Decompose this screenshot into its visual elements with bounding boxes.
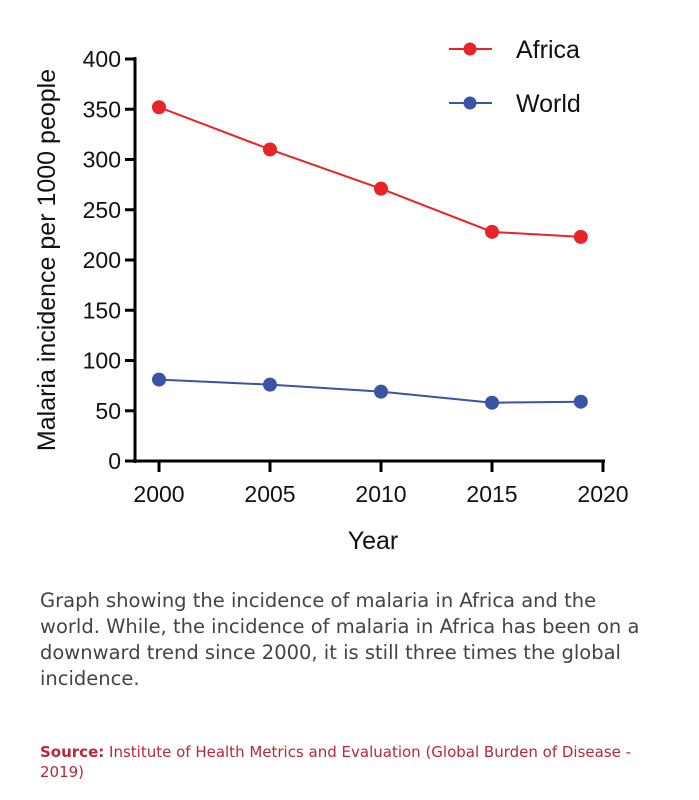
y-tick-label: 200 — [83, 247, 121, 273]
world-point — [573, 394, 588, 409]
source-note: Source: Institute of Health Metrics and … — [40, 742, 660, 782]
x-tick-label: 2015 — [466, 481, 517, 507]
world-legend-label: World — [516, 90, 581, 118]
africa-point — [485, 224, 499, 239]
y-tick-label: 400 — [83, 46, 121, 72]
x-tick-label: 2010 — [355, 481, 406, 507]
y-tick-label: 50 — [95, 398, 121, 424]
y-tick-label: 0 — [108, 448, 121, 474]
world-line — [158, 378, 581, 404]
world-point — [374, 384, 388, 399]
line-chart: 0 50 100 150 200 250 300 350 400 2000 2005 2010 2015… — [33, 36, 629, 555]
caption: Graph showing the incidence of malaria i… — [40, 589, 640, 690]
source-label: Source: — [40, 743, 105, 761]
world-point — [263, 377, 277, 392]
x-tick-label: 2000 — [133, 481, 184, 507]
y-tick-label: 100 — [83, 348, 121, 374]
x-axis-label: Year — [348, 527, 399, 555]
africa-legend-label: Africa — [516, 36, 580, 64]
x-tick-label: 2020 — [577, 481, 628, 507]
africa-point — [152, 100, 166, 115]
world-point — [152, 372, 166, 387]
x-tick-label: 2005 — [244, 481, 295, 507]
africa-point — [374, 181, 388, 196]
world-legend-marker — [463, 96, 477, 110]
world-point — [485, 395, 499, 410]
y-tick-label: 300 — [83, 147, 121, 173]
y-tick-label: 150 — [83, 297, 121, 323]
y-tick-label: 250 — [83, 197, 121, 223]
y-axis-label: Malaria incidence per 1000 people — [33, 69, 61, 451]
africa-line — [158, 106, 581, 238]
africa-legend-marker — [463, 42, 477, 56]
source-text[interactable]: Institute of Health Metrics and Evaluati… — [40, 743, 632, 781]
y-tick-label: 350 — [83, 96, 121, 122]
africa-point — [263, 142, 277, 157]
africa-point — [573, 229, 588, 244]
